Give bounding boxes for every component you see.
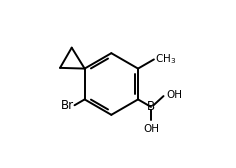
Text: B: B bbox=[147, 100, 155, 113]
Text: OH: OH bbox=[166, 90, 182, 100]
Text: Br: Br bbox=[61, 99, 74, 112]
Text: CH$_3$: CH$_3$ bbox=[155, 53, 176, 66]
Text: OH: OH bbox=[143, 124, 159, 134]
